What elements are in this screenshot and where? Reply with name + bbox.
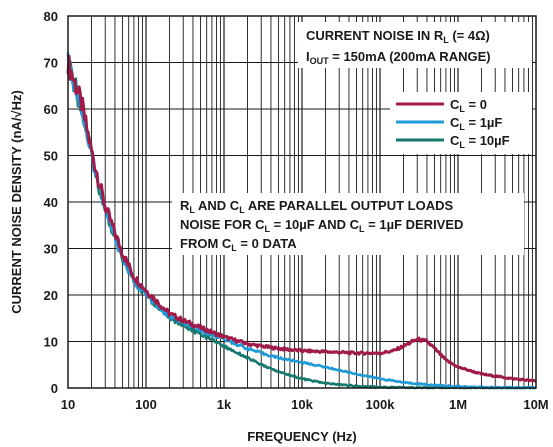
note-text: FROM C <box>180 236 232 251</box>
annotation-box-line1: CURRENT NOISE IN RL (= 4Ω) <box>306 28 490 45</box>
note-subscript: L <box>231 243 237 253</box>
note-text: R <box>180 198 190 213</box>
y-tick-labels: 0 10 20 30 40 50 60 70 80 <box>44 9 58 396</box>
annotation-subscript: OUT <box>310 56 330 66</box>
y-tick-label: 40 <box>44 195 58 210</box>
x-tick-labels: 10 100 1k 10k 100k 1M 10M <box>61 397 549 412</box>
note-text: = 1µF DERIVED <box>365 217 464 232</box>
note-line3: FROM CL = 0 DATA <box>180 236 297 253</box>
note-line1: RL AND CL ARE PARALLEL OUTPUT LOADS <box>180 198 453 215</box>
y-tick-label: 30 <box>44 242 58 257</box>
annotation-text: (= 4Ω) <box>449 28 490 43</box>
legend-label-cl-10uf: CL = 10µF <box>450 133 510 150</box>
x-tick-label: 10 <box>61 397 75 412</box>
y-tick-label: 80 <box>44 9 58 24</box>
note-text: = 0 DATA <box>237 236 297 251</box>
annotation-text: CURRENT NOISE IN R <box>306 28 444 43</box>
legend-label-cl-1uf: CL = 1µF <box>450 115 502 132</box>
plot-frame <box>67 15 537 389</box>
annotation-box <box>298 22 532 68</box>
annotation-box-line2: IOUT = 150mA (200mA RANGE) <box>306 49 491 66</box>
legend-label-cl-0: CL = 0 <box>450 97 487 114</box>
x-tick-label: 1M <box>449 397 467 412</box>
note-line2: NOISE FOR CL = 10µF AND CL = 1µF DERIVED <box>180 217 463 234</box>
x-tick-label: 1k <box>217 397 232 412</box>
note-text: NOISE FOR C <box>180 217 265 232</box>
x-tick-label: 100k <box>366 397 396 412</box>
y-tick-label: 50 <box>44 149 58 164</box>
note-box <box>172 193 524 255</box>
y-tick-label: 10 <box>44 335 58 350</box>
note-subscript: L <box>359 224 365 234</box>
x-tick-label: 10M <box>523 397 548 412</box>
note-text: = 10µF AND C <box>270 217 360 232</box>
y-tick-label: 70 <box>44 56 58 71</box>
annotation-text: = 150mA (200mA RANGE) <box>329 49 491 64</box>
annotation-text: I <box>306 49 310 64</box>
x-tick-label: 100 <box>135 397 157 412</box>
note-subscript: L <box>189 205 195 215</box>
series-line-cl-1uf <box>66 52 537 390</box>
x-axis-title: FREQUENCY (Hz) <box>247 429 357 444</box>
note-subscript: L <box>265 224 271 234</box>
y-tick-label: 60 <box>44 102 58 117</box>
x-tick-label: 10k <box>291 397 313 412</box>
y-tick-label: 20 <box>44 288 58 303</box>
y-axis-title: CURRENT NOISE DENSITY (nA/√Hz) <box>9 90 24 314</box>
series-line-cl-0 <box>66 54 537 383</box>
note-text: ARE PARALLEL OUTPUT LOADS <box>245 198 454 213</box>
annotation-subscript: L <box>443 35 449 45</box>
note-subscript: L <box>239 205 245 215</box>
note-text: AND C <box>195 198 240 213</box>
y-tick-label: 0 <box>51 381 58 396</box>
